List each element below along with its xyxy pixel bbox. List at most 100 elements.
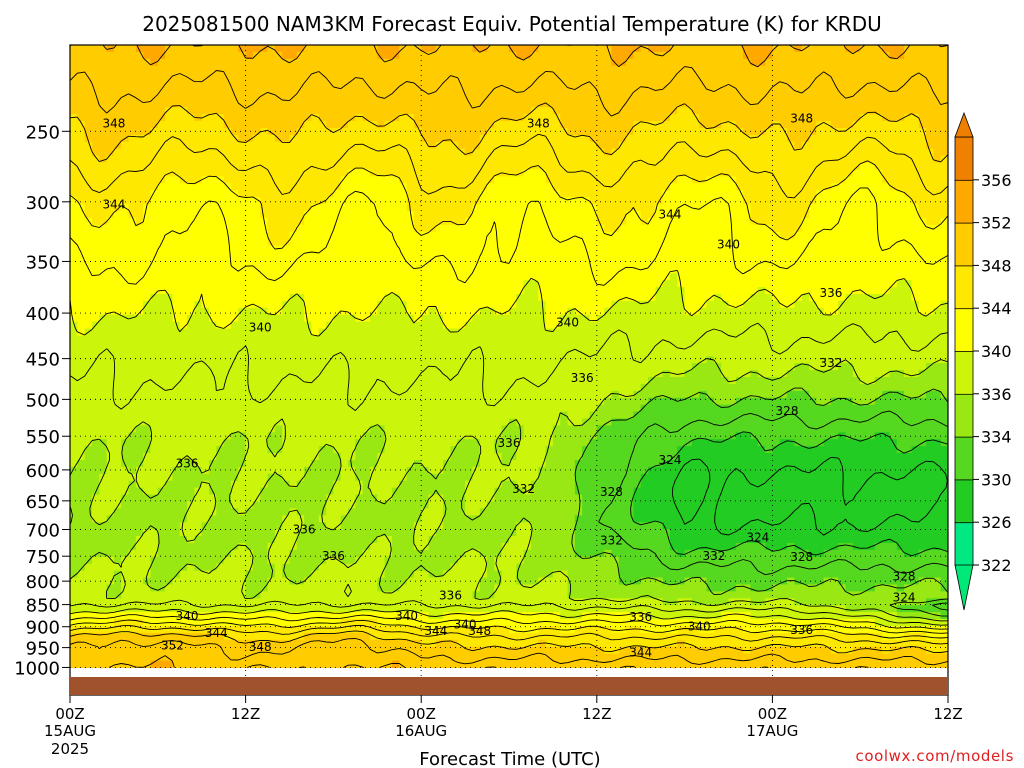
heatmap-cell xyxy=(428,245,437,254)
heatmap-cell xyxy=(538,134,547,143)
heatmap-cell xyxy=(194,58,203,67)
heatmap-cell xyxy=(179,328,188,337)
heatmap-cell xyxy=(282,314,291,323)
heatmap-cell xyxy=(721,273,730,281)
heatmap-cell xyxy=(369,259,378,267)
heatmap-cell xyxy=(406,266,415,274)
heatmap-cell xyxy=(604,107,613,115)
heatmap-cell xyxy=(443,231,452,240)
heatmap-cell xyxy=(882,314,891,323)
heatmap-cell xyxy=(713,176,722,184)
heatmap-cell xyxy=(377,45,386,53)
heatmap-cell xyxy=(289,176,298,184)
heatmap-cell xyxy=(399,107,408,115)
heatmap-cell xyxy=(479,280,488,288)
heatmap-cell xyxy=(904,121,913,129)
heatmap-cell xyxy=(552,252,561,260)
heatmap-cell xyxy=(501,314,510,323)
heatmap-cell xyxy=(552,141,561,150)
heatmap-cell xyxy=(699,176,708,184)
heatmap-cell xyxy=(391,314,400,323)
heatmap-cell xyxy=(516,231,525,240)
heatmap-cell xyxy=(216,266,225,274)
heatmap-cell xyxy=(860,210,869,219)
heatmap-cell xyxy=(574,86,583,95)
heatmap-cell xyxy=(940,45,948,53)
heatmap-cell xyxy=(70,134,78,143)
heatmap-cell xyxy=(889,197,898,205)
heatmap-cell xyxy=(552,314,561,323)
heatmap-cell xyxy=(70,300,78,309)
heatmap-cell xyxy=(209,114,217,122)
heatmap-cell xyxy=(787,210,795,219)
heatmap-cell xyxy=(326,176,334,184)
heatmap-cell xyxy=(772,58,781,67)
heatmap-cell xyxy=(187,259,195,267)
heatmap-cell xyxy=(750,266,759,274)
heatmap-cell xyxy=(84,266,93,274)
heatmap-cell xyxy=(296,45,305,53)
heatmap-cell xyxy=(238,183,247,191)
heatmap-cell xyxy=(91,224,100,233)
heatmap-cell xyxy=(326,107,334,115)
heatmap-cell xyxy=(750,280,759,288)
heatmap-cell xyxy=(596,141,605,150)
heatmap-cell xyxy=(194,204,203,212)
heatmap-cell xyxy=(340,321,349,330)
heatmap-cell xyxy=(311,252,320,260)
heatmap-cell xyxy=(735,280,744,288)
heatmap-cell xyxy=(465,252,474,260)
heatmap-cell xyxy=(867,231,876,240)
heatmap-cell xyxy=(940,148,948,157)
heatmap-cell xyxy=(684,127,693,136)
heatmap-cell xyxy=(501,121,510,129)
heatmap-cell xyxy=(735,314,744,323)
heatmap-cell xyxy=(128,287,137,295)
heatmap-cell xyxy=(421,141,430,150)
heatmap-cell xyxy=(626,307,634,316)
heatmap-cell xyxy=(121,314,130,323)
heatmap-cell xyxy=(655,134,664,143)
heatmap-cell xyxy=(896,314,905,323)
heatmap-cell xyxy=(333,107,342,115)
heatmap-cell xyxy=(348,79,356,88)
heatmap-cell xyxy=(604,280,613,288)
heatmap-cell xyxy=(282,190,291,198)
heatmap-cell xyxy=(874,148,883,157)
heatmap-cell xyxy=(794,169,803,178)
heatmap-cell xyxy=(889,224,898,233)
heatmap-cell xyxy=(904,141,913,150)
heatmap-cell xyxy=(691,58,700,67)
heatmap-cell xyxy=(201,100,210,108)
heatmap-cell xyxy=(509,307,517,316)
heatmap-cell xyxy=(260,183,269,191)
heatmap-cell xyxy=(684,183,693,191)
heatmap-cell xyxy=(172,224,181,233)
heatmap-cell xyxy=(655,204,664,212)
heatmap-cell xyxy=(465,190,474,198)
heatmap-cell xyxy=(443,321,452,330)
heatmap-cell xyxy=(230,176,239,184)
heatmap-cell xyxy=(845,245,854,254)
heatmap-cell xyxy=(267,169,276,178)
heatmap-cell xyxy=(406,307,415,316)
heatmap-cell xyxy=(150,176,159,184)
heatmap-cell xyxy=(852,300,861,309)
heatmap-cell xyxy=(121,45,130,53)
heatmap-cell xyxy=(501,259,510,267)
heatmap-cell xyxy=(304,293,313,302)
heatmap-cell xyxy=(713,114,722,122)
heatmap-cell xyxy=(582,190,591,198)
heatmap-cell xyxy=(772,65,781,74)
heatmap-cell xyxy=(918,293,927,302)
heatmap-cell xyxy=(238,217,247,226)
heatmap-cell xyxy=(699,86,708,95)
heatmap-cell xyxy=(545,252,554,260)
heatmap-cell xyxy=(223,259,232,267)
heatmap-cell xyxy=(326,183,334,191)
heatmap-cell xyxy=(267,162,276,171)
heatmap-cell xyxy=(501,197,510,205)
heatmap-cell xyxy=(662,300,671,309)
heatmap-cell xyxy=(926,210,934,219)
heatmap-cell xyxy=(918,162,927,171)
